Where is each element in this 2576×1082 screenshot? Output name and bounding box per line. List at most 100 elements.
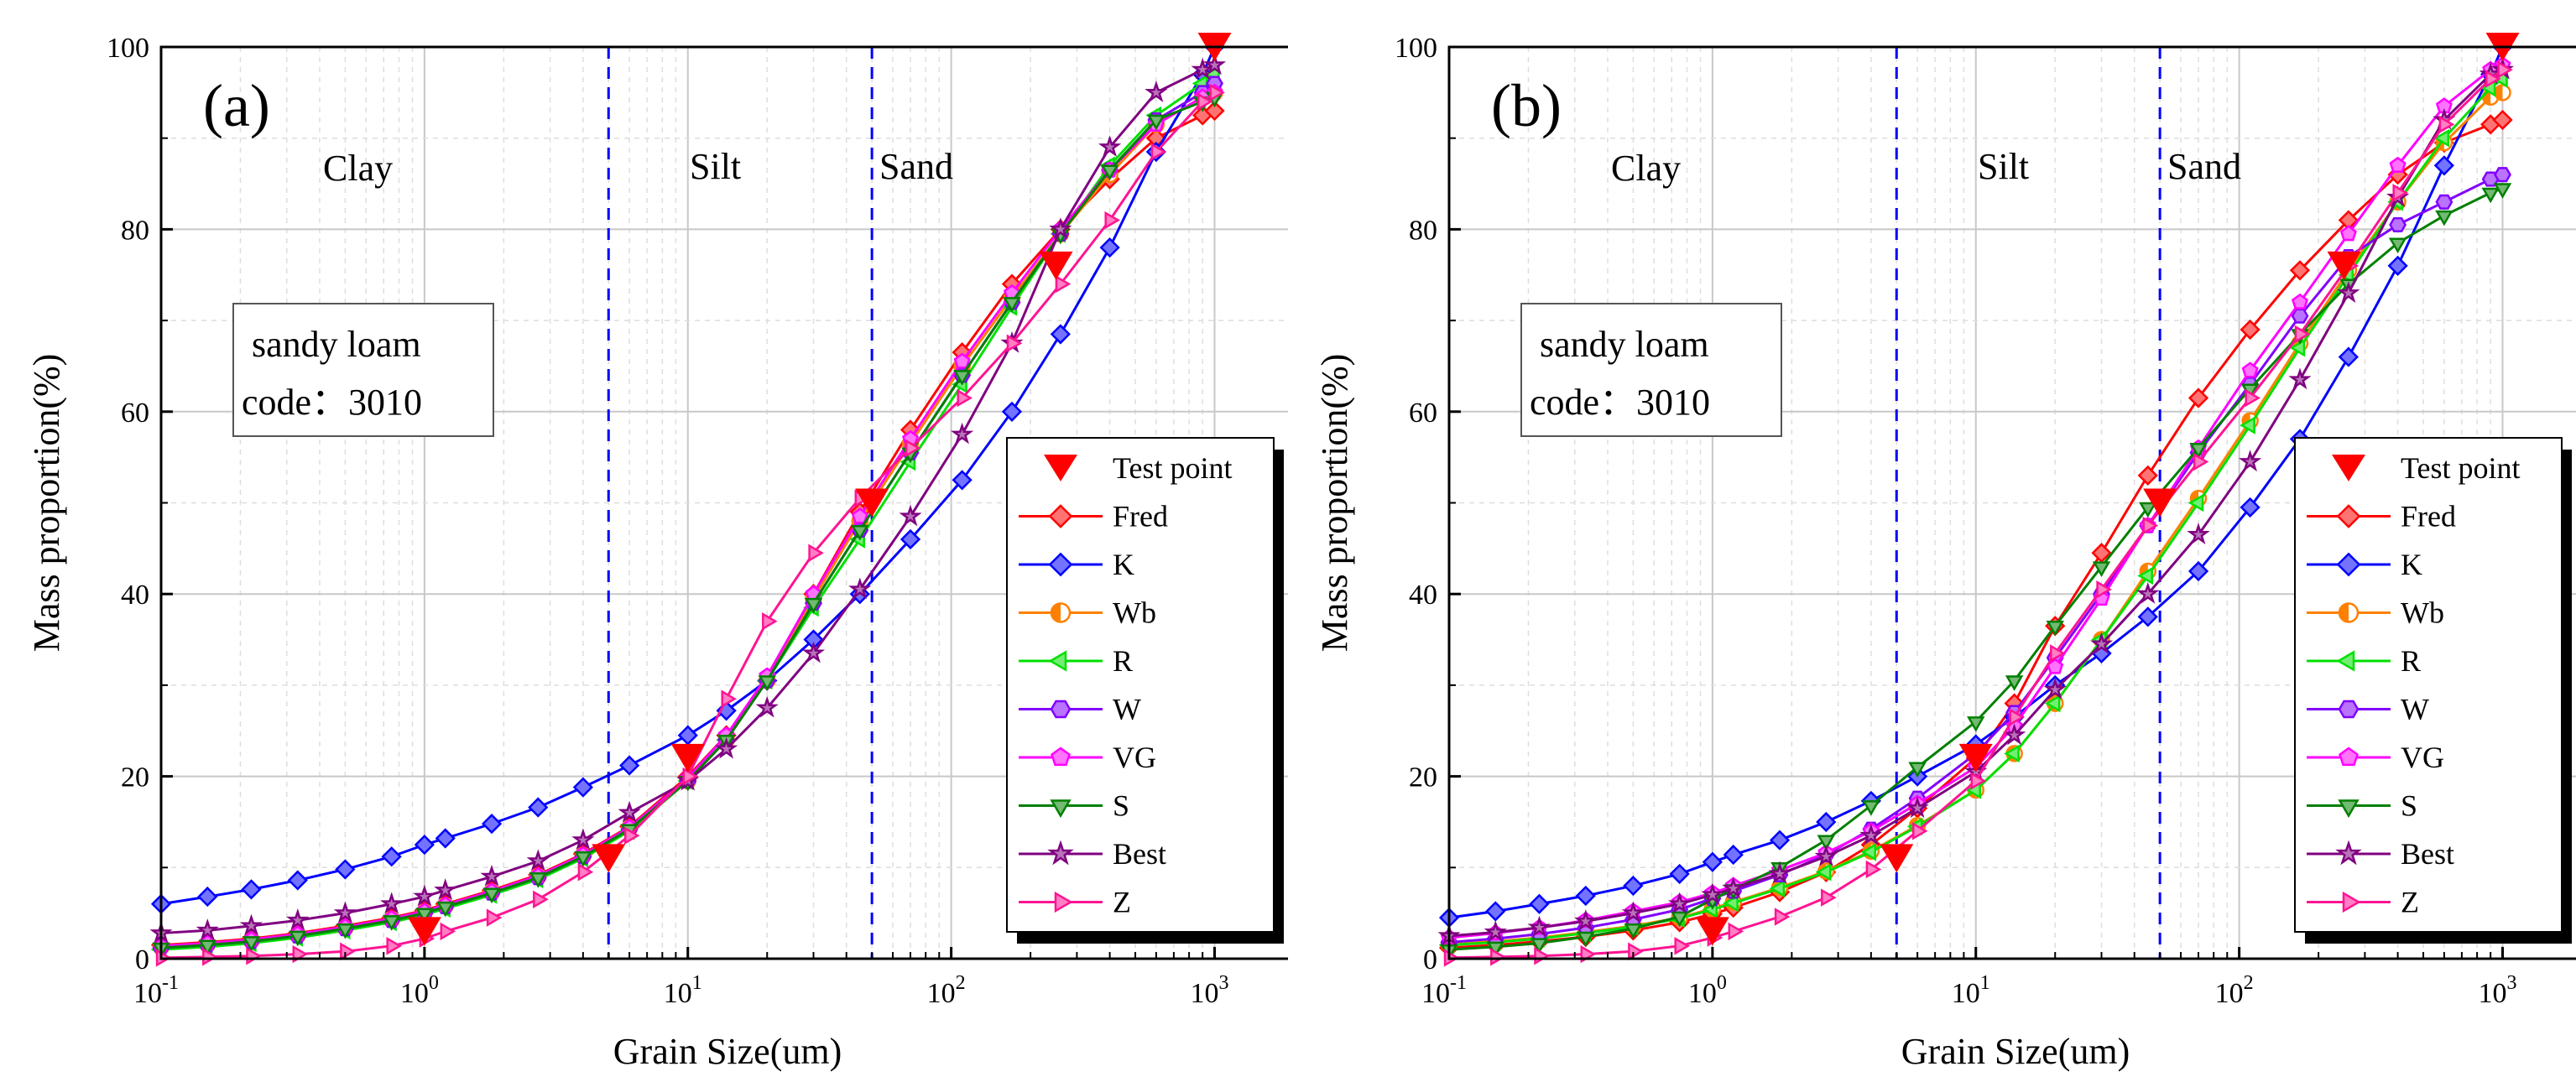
y-tick-label: 100 <box>1395 33 1437 64</box>
point-z-fill <box>1151 144 1165 159</box>
point-k-fill <box>1703 853 1722 871</box>
point-best-fill <box>2292 371 2308 388</box>
legend-marker-fred-fill <box>1050 505 1072 528</box>
point-vg-fill <box>2391 158 2406 172</box>
test-point-marker <box>407 917 441 946</box>
point-vg-fill <box>2243 362 2258 377</box>
point-z-fill <box>625 828 638 843</box>
point-best-fill <box>953 425 971 442</box>
point-s-fill <box>1531 939 1547 952</box>
legend-label-wb: Wb <box>2401 596 2444 630</box>
point-z-fill <box>2393 185 2407 200</box>
test-point-marker <box>2327 251 2361 280</box>
point-k-fill <box>1101 238 1119 257</box>
legend-marker-vg-fill <box>2339 748 2358 765</box>
point-r-fill <box>1724 896 1738 911</box>
point-r-fill <box>2482 81 2495 96</box>
point-best-fill <box>2241 453 2259 469</box>
point-k-fill <box>1486 903 1504 920</box>
point-best-fill <box>199 922 216 938</box>
legend-test-point-marker <box>1044 455 1077 481</box>
point-k-fill <box>2339 348 2358 366</box>
point-s-fill <box>1488 942 1503 955</box>
point-fred-fill <box>2291 262 2309 279</box>
legend-label-w: W <box>1113 693 1141 726</box>
x-tick-label: 10-1 <box>133 972 179 1009</box>
point-best-fill <box>1724 880 1742 896</box>
test-point-marker <box>592 844 626 873</box>
point-best-fill <box>1530 918 1548 935</box>
point-s-fill <box>384 916 399 929</box>
point-k-fill <box>1530 895 1548 913</box>
point-best-fill <box>242 917 260 934</box>
legend-label-fred: Fred <box>1113 500 1168 533</box>
legend-label-wb: Wb <box>1113 596 1156 630</box>
test-point-marker <box>1958 743 1993 772</box>
point-fred-fill <box>2139 466 2157 485</box>
point-k-fill <box>1817 813 1835 831</box>
point-k-fill <box>953 471 971 489</box>
legend-label-vg: VG <box>2401 741 2444 774</box>
point-k-fill <box>620 757 639 774</box>
legend-marker-s-fill <box>1051 800 1070 816</box>
point-z-fill <box>1056 277 1069 292</box>
point-vg-fill <box>2047 659 2062 674</box>
point-fred-fill <box>2339 211 2358 229</box>
point-best-fill <box>717 740 735 757</box>
soil-type-label: sandy loam <box>252 324 421 365</box>
region-label-silt: Silt <box>1978 146 2029 187</box>
point-k-fill <box>415 835 434 854</box>
legend-label-s: S <box>2401 789 2417 823</box>
point-z-fill <box>809 545 822 560</box>
y-tick-label: 40 <box>121 580 149 611</box>
point-s-fill <box>1625 924 1640 937</box>
point-best-fill <box>1771 865 1788 882</box>
point-s-fill <box>2243 384 2258 398</box>
point-z-fill <box>2097 582 2110 597</box>
point-s-fill <box>243 937 259 950</box>
point-s-fill <box>2483 189 2498 201</box>
legend-label-vg: VG <box>1113 741 1156 774</box>
point-z-fill <box>1629 944 1642 959</box>
point-r-fill <box>1967 783 1980 798</box>
x-tick-label: 10-1 <box>1421 972 1467 1009</box>
point-fred-fill <box>2241 320 2259 339</box>
point-z-fill <box>957 390 971 406</box>
point-s-fill <box>576 852 591 866</box>
point-z-fill <box>1822 890 1835 905</box>
point-z-fill <box>578 865 592 880</box>
point-best-fill <box>289 912 306 928</box>
legend-label-test-point: Test point <box>1113 451 1232 485</box>
point-k-fill <box>1577 887 1595 905</box>
x-tick-label: 100 <box>400 972 439 1009</box>
point-k-fill <box>2139 608 2157 626</box>
point-z-fill <box>1535 949 1548 964</box>
legend-label-k: K <box>2401 548 2422 581</box>
point-best-fill <box>1704 886 1721 903</box>
point-z-fill <box>683 769 696 784</box>
point-z-fill <box>1491 949 1504 965</box>
point-z-fill <box>1971 773 1984 788</box>
legend-label-k: K <box>1113 548 1134 581</box>
point-z-fill <box>534 892 547 907</box>
point-k-fill <box>529 798 547 816</box>
legend-marker-vg-fill <box>1051 748 1070 765</box>
point-w-fill <box>2495 168 2511 181</box>
legend-label-z: Z <box>2401 886 2419 919</box>
test-point-marker <box>1039 251 1073 280</box>
y-tick-label: 60 <box>121 398 149 429</box>
point-r-fill <box>2139 568 2152 583</box>
point-z-fill <box>2194 455 2207 470</box>
point-best-fill <box>1817 847 1835 864</box>
point-r-fill <box>2292 341 2304 356</box>
point-z-fill <box>1198 94 1212 109</box>
point-vg-fill <box>853 508 868 523</box>
point-k-fill <box>1624 877 1642 895</box>
point-best-fill <box>2340 284 2357 300</box>
point-best-fill <box>1148 84 1165 100</box>
legend-label-r: R <box>2401 644 2421 678</box>
point-fred-fill <box>2494 111 2511 129</box>
point-z-fill <box>1913 824 1926 839</box>
point-k-fill <box>2389 257 2407 275</box>
point-k-fill <box>1051 325 1070 343</box>
